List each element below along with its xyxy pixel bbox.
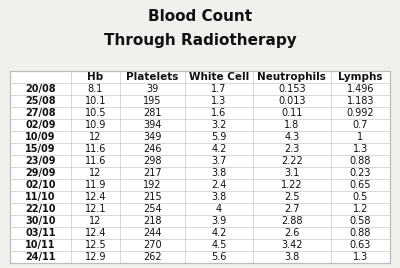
- Text: 11.9: 11.9: [85, 180, 106, 190]
- Text: 262: 262: [143, 252, 162, 262]
- Text: 217: 217: [143, 168, 162, 178]
- Text: 2.3: 2.3: [284, 144, 300, 154]
- Text: 02/10: 02/10: [25, 180, 56, 190]
- Text: 195: 195: [143, 96, 162, 106]
- Text: 02/09: 02/09: [25, 120, 56, 130]
- Text: 0.23: 0.23: [350, 168, 371, 178]
- Text: 0.013: 0.013: [278, 96, 306, 106]
- Text: 5.9: 5.9: [211, 132, 227, 142]
- Text: Lymphs: Lymphs: [338, 72, 383, 82]
- Text: 218: 218: [143, 216, 162, 226]
- Text: 3.2: 3.2: [211, 120, 227, 130]
- Text: Through Radiotherapy: Through Radiotherapy: [104, 34, 296, 49]
- Text: 27/08: 27/08: [25, 108, 56, 118]
- Text: 394: 394: [143, 120, 162, 130]
- Text: 1.3: 1.3: [353, 144, 368, 154]
- Text: 3.42: 3.42: [281, 240, 302, 250]
- Text: Hb: Hb: [87, 72, 104, 82]
- Text: 3.1: 3.1: [284, 168, 300, 178]
- Text: 0.5: 0.5: [353, 192, 368, 202]
- Text: 1.183: 1.183: [347, 96, 374, 106]
- Text: 192: 192: [143, 180, 162, 190]
- Text: Neutrophils: Neutrophils: [257, 72, 326, 82]
- Text: 12: 12: [89, 216, 102, 226]
- Text: 0.88: 0.88: [350, 228, 371, 238]
- Text: 1.3: 1.3: [211, 96, 227, 106]
- Text: 4.2: 4.2: [211, 228, 227, 238]
- Text: 4: 4: [216, 204, 222, 214]
- Text: 0.63: 0.63: [350, 240, 371, 250]
- Text: 24/11: 24/11: [25, 252, 56, 262]
- Text: 4.5: 4.5: [211, 240, 227, 250]
- Text: 349: 349: [143, 132, 162, 142]
- Text: 12: 12: [89, 132, 102, 142]
- Text: 23/09: 23/09: [25, 156, 56, 166]
- Text: 0.88: 0.88: [350, 156, 371, 166]
- Text: 1.2: 1.2: [353, 204, 368, 214]
- Text: 10/09: 10/09: [25, 132, 56, 142]
- Text: 1: 1: [357, 132, 364, 142]
- Text: 12: 12: [89, 168, 102, 178]
- Text: 3.8: 3.8: [211, 168, 227, 178]
- Text: 270: 270: [143, 240, 162, 250]
- Text: 0.7: 0.7: [353, 120, 368, 130]
- Text: 03/11: 03/11: [25, 228, 56, 238]
- Text: 11.6: 11.6: [85, 144, 106, 154]
- Text: 10/11: 10/11: [25, 240, 56, 250]
- Text: 12.4: 12.4: [85, 192, 106, 202]
- Text: 12.4: 12.4: [85, 228, 106, 238]
- Text: 254: 254: [143, 204, 162, 214]
- Text: 39: 39: [146, 84, 159, 94]
- Text: 1.3: 1.3: [353, 252, 368, 262]
- Text: 2.6: 2.6: [284, 228, 300, 238]
- Text: 0.11: 0.11: [281, 108, 302, 118]
- Text: 0.153: 0.153: [278, 84, 306, 94]
- Text: 1.7: 1.7: [211, 84, 227, 94]
- Text: 30/10: 30/10: [25, 216, 56, 226]
- Text: 1.496: 1.496: [347, 84, 374, 94]
- Text: 3.8: 3.8: [284, 252, 300, 262]
- Text: 10.5: 10.5: [85, 108, 106, 118]
- Text: Platelets: Platelets: [126, 72, 179, 82]
- Text: Blood Count: Blood Count: [148, 9, 252, 24]
- Text: 10.9: 10.9: [85, 120, 106, 130]
- Text: 15/09: 15/09: [25, 144, 56, 154]
- Text: 3.9: 3.9: [211, 216, 227, 226]
- Text: 29/09: 29/09: [25, 168, 56, 178]
- Text: 244: 244: [143, 228, 162, 238]
- Text: 12.9: 12.9: [85, 252, 106, 262]
- Text: 20/08: 20/08: [25, 84, 56, 94]
- Text: 1.6: 1.6: [211, 108, 227, 118]
- Text: 12.5: 12.5: [85, 240, 106, 250]
- Text: 2.5: 2.5: [284, 192, 300, 202]
- Text: 11/10: 11/10: [25, 192, 56, 202]
- Text: 1.22: 1.22: [281, 180, 303, 190]
- Text: 2.22: 2.22: [281, 156, 303, 166]
- Text: 8.1: 8.1: [88, 84, 103, 94]
- Text: 11.6: 11.6: [85, 156, 106, 166]
- Text: 1.8: 1.8: [284, 120, 300, 130]
- Text: 0.58: 0.58: [350, 216, 371, 226]
- Text: 2.4: 2.4: [211, 180, 227, 190]
- Text: 3.7: 3.7: [211, 156, 227, 166]
- Text: White Cell: White Cell: [189, 72, 249, 82]
- Bar: [10, 71, 390, 263]
- Text: 246: 246: [143, 144, 162, 154]
- Text: 2.7: 2.7: [284, 204, 300, 214]
- Text: 2.88: 2.88: [281, 216, 302, 226]
- Text: 298: 298: [143, 156, 162, 166]
- Text: 215: 215: [143, 192, 162, 202]
- Text: 22/10: 22/10: [25, 204, 56, 214]
- Text: 25/08: 25/08: [25, 96, 56, 106]
- Text: 281: 281: [143, 108, 162, 118]
- Text: 0.992: 0.992: [347, 108, 374, 118]
- Text: 5.6: 5.6: [211, 252, 227, 262]
- Text: 4.2: 4.2: [211, 144, 227, 154]
- Text: 10.1: 10.1: [85, 96, 106, 106]
- Text: 0.65: 0.65: [350, 180, 371, 190]
- Text: 4.3: 4.3: [284, 132, 300, 142]
- Text: 3.8: 3.8: [211, 192, 227, 202]
- Text: 12.1: 12.1: [85, 204, 106, 214]
